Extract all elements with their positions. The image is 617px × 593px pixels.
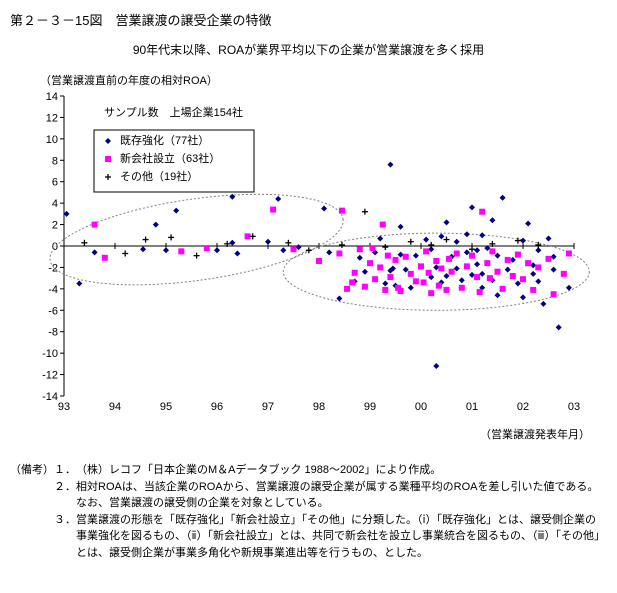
- svg-text:95: 95: [160, 401, 172, 413]
- svg-text:00: 00: [415, 401, 427, 413]
- svg-text:12: 12: [46, 112, 58, 124]
- svg-text:0: 0: [52, 241, 58, 253]
- sample-count-label: サンプル数 上場企業154社: [104, 105, 243, 119]
- note-2: 相対ROAは、当該企業のROAから、営業譲渡の譲受企業が属する業種平均のROAを…: [76, 479, 607, 512]
- svg-text:8: 8: [52, 155, 58, 167]
- svg-text:14: 14: [46, 92, 58, 103]
- svg-text:98: 98: [313, 401, 325, 413]
- legend-item-label: その他（19社）: [120, 169, 198, 183]
- svg-text:10: 10: [46, 134, 58, 146]
- svg-text:03: 03: [568, 401, 580, 413]
- svg-text:-10: -10: [42, 348, 58, 360]
- svg-text:6: 6: [52, 177, 58, 189]
- svg-text:99: 99: [364, 401, 376, 413]
- svg-text:-6: -6: [48, 305, 58, 317]
- figure-title: 第２－３－15図 営業譲渡の譲受企業の特徴: [10, 10, 607, 29]
- figure-subtitle: 90年代末以降、ROAが業界平均以下の企業が営業譲渡を多く採用: [10, 41, 607, 58]
- notes-block: （備考） １． （株）レコフ「日本企業のM＆Aデータブック 1988〜2002」…: [10, 462, 607, 561]
- note-3: 営業譲渡の形態を「既存強化」「新会社設立」「その他」に分類した。（ⅰ）「既存強化…: [76, 512, 607, 562]
- legend-item-label: 既存強化（77社）: [120, 133, 209, 147]
- svg-text:-12: -12: [42, 370, 58, 382]
- legend-item-label: 新会社設立（63社）: [120, 151, 220, 165]
- note-number-1: １．: [54, 462, 76, 479]
- svg-text:93: 93: [58, 401, 70, 413]
- svg-text:96: 96: [211, 401, 223, 413]
- note-indent-2: ２．: [10, 479, 76, 512]
- svg-text:97: 97: [262, 401, 274, 413]
- notes-label: （備考）: [10, 462, 54, 479]
- svg-text:94: 94: [109, 401, 121, 413]
- chart-svg: -14-12-10-8-6-4-202468101214939495969798…: [30, 92, 590, 422]
- note-1: （株）レコフ「日本企業のM＆Aデータブック 1988〜2002」により作成。: [76, 462, 607, 479]
- svg-text:02: 02: [517, 401, 529, 413]
- scatter-chart: -14-12-10-8-6-4-202468101214939495969798…: [30, 92, 590, 422]
- note-indent-3: ３．: [10, 512, 76, 562]
- svg-text:-14: -14: [42, 391, 58, 403]
- svg-text:2: 2: [52, 220, 58, 232]
- svg-text:01: 01: [466, 401, 478, 413]
- svg-text:-2: -2: [48, 262, 58, 274]
- svg-text:4: 4: [52, 198, 58, 210]
- y-axis-title: （営業譲渡直前の年度の相対ROA）: [40, 72, 607, 88]
- x-axis-title: （営業譲渡発表年月）: [10, 426, 590, 442]
- svg-text:-4: -4: [48, 284, 58, 296]
- svg-text:-8: -8: [48, 327, 58, 339]
